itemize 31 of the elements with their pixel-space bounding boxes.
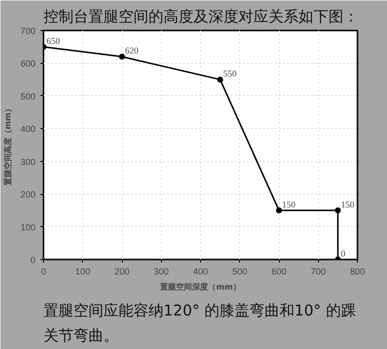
text: 置腿空间应能容纳120° 的膝盖弯曲和10° 的踝关节弯曲。 <box>44 301 356 344</box>
data-label: 550 <box>223 68 238 79</box>
data-label: 150 <box>282 199 296 210</box>
y-tick-label: 200 <box>20 190 36 200</box>
y-tick-label: 100 <box>20 222 36 232</box>
data-label: 650 <box>46 36 60 46</box>
x-tick-label: 100 <box>75 266 90 276</box>
y-tick-label: 700 <box>20 26 36 36</box>
point <box>119 54 125 60</box>
point <box>217 76 224 83</box>
y-tick-label: 400 <box>20 124 36 134</box>
point <box>276 207 282 214</box>
y-tick-label: 0 <box>30 255 36 265</box>
x-tick-label: 300 <box>154 266 169 276</box>
x-tick-label: 500 <box>232 266 248 276</box>
x-tick-label: 800 <box>350 266 366 276</box>
chart-title: 控制台置腿空间的高度及深度对应关系如下图： <box>44 8 358 26</box>
y-axis-title: 置腿空间高度（mm） <box>2 104 12 186</box>
point <box>334 207 341 214</box>
data-label: 0 <box>340 248 346 258</box>
y-tick-label: 600 <box>20 58 36 69</box>
x-tick-label: 400 <box>192 266 208 276</box>
x-tick-label: 600 <box>271 266 287 276</box>
x-tick-label: 700 <box>310 266 326 276</box>
x-axis-title: 置腿空间深度（mm） <box>159 282 241 292</box>
y-tick-label: 500 <box>20 91 36 102</box>
x-tick-label: 200 <box>114 266 130 276</box>
x-tick-label: 0 <box>40 266 46 276</box>
data-label: 150 <box>340 199 355 210</box>
data-label: 620 <box>125 46 139 56</box>
y-tick-label: 300 <box>20 156 36 167</box>
